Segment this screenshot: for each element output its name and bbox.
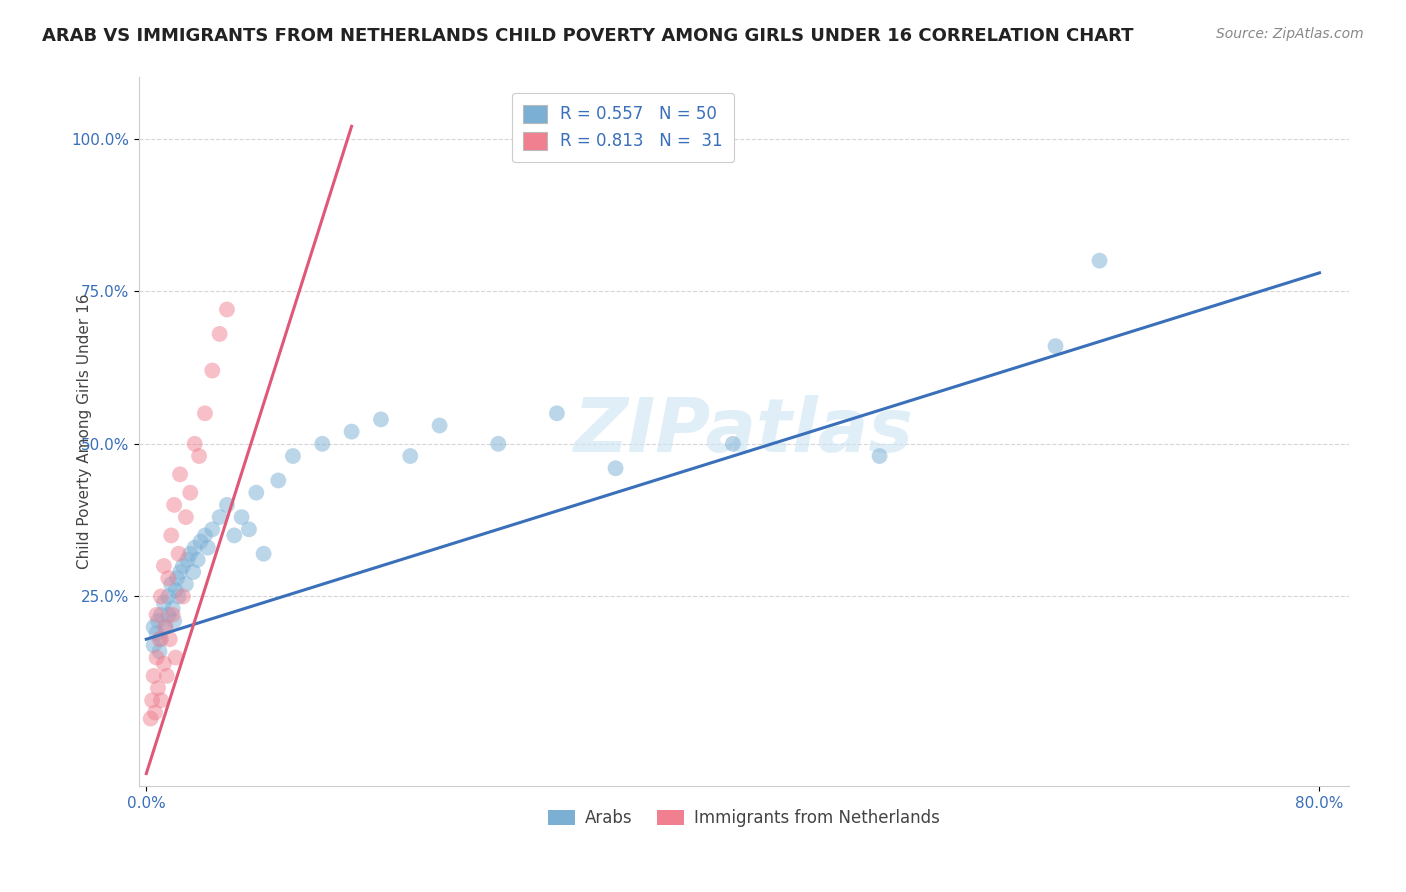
Point	[245, 485, 267, 500]
Point	[238, 522, 260, 536]
Text: Child Poverty Among Girls Under 16: Child Poverty Among Girls Under 16	[77, 293, 91, 569]
Text: ZIPatlas: ZIPatlas	[574, 395, 914, 468]
Point	[183, 541, 205, 555]
Legend: Arabs, Immigrants from Netherlands: Arabs, Immigrants from Netherlands	[541, 803, 946, 834]
Point	[160, 577, 183, 591]
Point	[172, 590, 194, 604]
Point	[605, 461, 627, 475]
Point	[149, 632, 172, 647]
Point	[159, 632, 181, 647]
Point	[145, 607, 167, 622]
Point	[215, 498, 238, 512]
Point	[157, 607, 180, 622]
Point	[145, 626, 167, 640]
Point	[153, 657, 176, 671]
Point	[169, 467, 191, 482]
Point	[141, 693, 163, 707]
Point	[139, 712, 162, 726]
Point	[153, 596, 176, 610]
Point	[311, 437, 333, 451]
Point	[201, 522, 224, 536]
Point	[1088, 253, 1111, 268]
Point	[231, 510, 253, 524]
Point	[174, 510, 197, 524]
Point	[370, 412, 392, 426]
Point	[155, 620, 177, 634]
Point	[201, 363, 224, 377]
Point	[142, 638, 165, 652]
Point	[162, 601, 184, 615]
Point	[174, 577, 197, 591]
Point	[146, 614, 169, 628]
Point	[179, 547, 201, 561]
Point	[194, 528, 217, 542]
Point	[188, 449, 211, 463]
Point	[429, 418, 451, 433]
Point	[148, 644, 170, 658]
Point	[172, 558, 194, 573]
Point	[486, 437, 509, 451]
Point	[167, 547, 190, 561]
Point	[163, 498, 186, 512]
Point	[169, 565, 191, 579]
Point	[149, 590, 172, 604]
Point	[153, 558, 176, 573]
Point	[869, 449, 891, 463]
Point	[176, 553, 198, 567]
Point	[149, 607, 172, 622]
Point	[224, 528, 246, 542]
Point	[208, 326, 231, 341]
Point	[197, 541, 219, 555]
Point	[157, 590, 180, 604]
Point	[166, 571, 188, 585]
Point	[146, 681, 169, 695]
Point	[187, 553, 209, 567]
Point	[340, 425, 363, 439]
Point	[156, 669, 179, 683]
Point	[181, 565, 204, 579]
Point	[145, 650, 167, 665]
Text: Source: ZipAtlas.com: Source: ZipAtlas.com	[1216, 27, 1364, 41]
Point	[208, 510, 231, 524]
Point	[546, 406, 568, 420]
Point	[160, 528, 183, 542]
Point	[142, 669, 165, 683]
Text: ARAB VS IMMIGRANTS FROM NETHERLANDS CHILD POVERTY AMONG GIRLS UNDER 16 CORRELATI: ARAB VS IMMIGRANTS FROM NETHERLANDS CHIL…	[42, 27, 1133, 45]
Point	[721, 437, 744, 451]
Point	[190, 534, 212, 549]
Point	[194, 406, 217, 420]
Point	[252, 547, 274, 561]
Point	[167, 590, 190, 604]
Point	[163, 614, 186, 628]
Point	[399, 449, 422, 463]
Point	[148, 632, 170, 647]
Point	[149, 693, 172, 707]
Point	[281, 449, 304, 463]
Point	[165, 583, 187, 598]
Point	[162, 607, 184, 622]
Point	[1045, 339, 1067, 353]
Point	[143, 706, 166, 720]
Point	[267, 474, 290, 488]
Point	[155, 620, 177, 634]
Point	[183, 437, 205, 451]
Point	[142, 620, 165, 634]
Point	[157, 571, 180, 585]
Point	[179, 485, 201, 500]
Point	[215, 302, 238, 317]
Point	[165, 650, 187, 665]
